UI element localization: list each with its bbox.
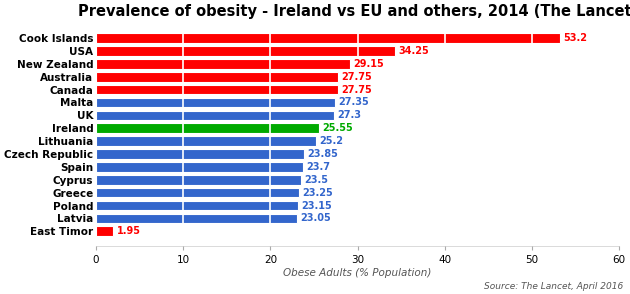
Text: 1.95: 1.95: [117, 226, 140, 236]
Text: 53.2: 53.2: [563, 33, 587, 43]
Text: 27.75: 27.75: [341, 85, 372, 95]
Bar: [96, 111, 334, 120]
Bar: [96, 98, 335, 107]
Text: 27.35: 27.35: [338, 98, 369, 108]
Text: 34.25: 34.25: [398, 46, 429, 56]
Text: 23.25: 23.25: [302, 188, 333, 198]
Bar: [96, 136, 316, 146]
Bar: [96, 175, 301, 185]
Bar: [96, 226, 113, 236]
Bar: [96, 33, 560, 43]
Text: 23.15: 23.15: [301, 201, 332, 211]
Bar: [96, 123, 319, 133]
Text: 25.55: 25.55: [323, 123, 353, 133]
Text: 27.3: 27.3: [338, 110, 362, 120]
Text: 23.7: 23.7: [306, 162, 330, 172]
Bar: [96, 85, 338, 94]
Bar: [96, 59, 350, 69]
Title: Prevalence of obesity - Ireland vs EU and others, 2014 (The Lancet): Prevalence of obesity - Ireland vs EU an…: [77, 4, 630, 19]
Bar: [96, 149, 304, 159]
Bar: [96, 201, 298, 211]
Text: 23.85: 23.85: [307, 149, 338, 159]
Text: 29.15: 29.15: [354, 59, 384, 69]
Bar: [96, 72, 338, 81]
Bar: [96, 46, 395, 56]
Bar: [96, 188, 299, 198]
Bar: [96, 162, 303, 172]
Text: 23.05: 23.05: [301, 213, 331, 223]
Text: Source: The Lancet, April 2016: Source: The Lancet, April 2016: [484, 282, 624, 291]
X-axis label: Obese Adults (% Population): Obese Adults (% Population): [284, 268, 432, 278]
Text: 23.5: 23.5: [304, 175, 328, 185]
Text: 27.75: 27.75: [341, 72, 372, 82]
Text: 25.2: 25.2: [319, 136, 343, 146]
Bar: [96, 213, 297, 223]
